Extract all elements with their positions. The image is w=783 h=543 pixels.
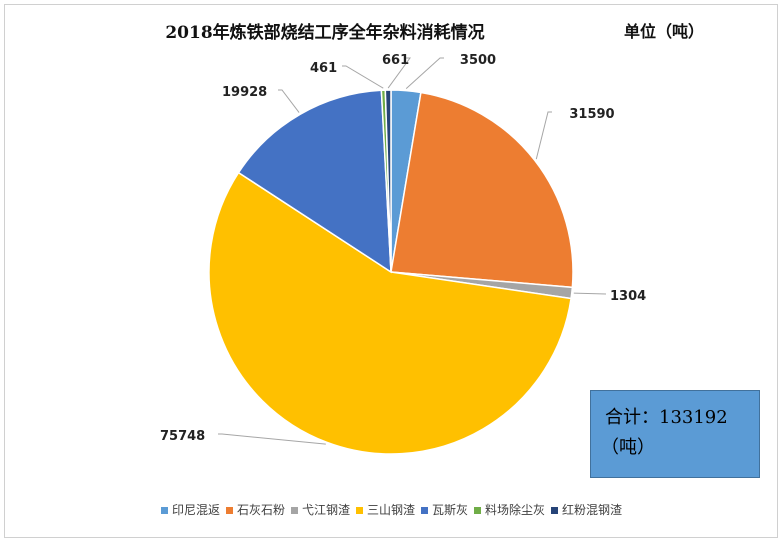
data-label-1: 3500	[460, 53, 496, 68]
legend-swatch-4	[355, 507, 363, 514]
total-box: 合计：133192 （吨）	[590, 390, 760, 478]
data-label-3: 1304	[610, 289, 646, 304]
pie-slice-5	[237, 89, 392, 274]
leader-line-6	[342, 65, 384, 89]
legend-item-2: 石灰石粉	[225, 501, 285, 518]
data-label-5: 19928	[222, 85, 267, 100]
leader-line-7	[387, 57, 411, 89]
legend-swatch-5	[421, 507, 428, 514]
pie-slice-7	[384, 89, 392, 273]
legend-label-5: 瓦斯灰	[432, 503, 469, 517]
data-label-4: 75748	[160, 429, 205, 444]
legend-item-1: 印尼混返	[160, 501, 220, 518]
legend-swatch-1	[160, 507, 168, 514]
data-label-7: 661	[382, 53, 409, 68]
chart-title: 2018年炼铁部烧结工序全年杂料消耗情况	[165, 23, 485, 43]
legend-label-3: 弋江钢渣	[301, 503, 350, 517]
leader-line-2	[535, 111, 552, 160]
legend-swatch-6	[474, 507, 482, 514]
legend-swatch-7	[551, 507, 559, 514]
legend-item-6: 料场除尘灰	[474, 501, 545, 518]
legend: 印尼混返 石灰石粉 弋江钢渣 三山钢渣 瓦斯灰 料场除尘灰 红粉混钢渣	[0, 501, 783, 518]
pie-slice-2	[390, 91, 574, 289]
legend-label-7: 红粉混钢渣	[562, 503, 623, 517]
total-value: 合计：133192	[605, 407, 728, 428]
unit-label: 单位（吨）	[624, 22, 705, 41]
legend-item-7: 红粉混钢渣	[551, 501, 622, 518]
total-unit: （吨）	[601, 437, 655, 458]
legend-swatch-2	[225, 507, 233, 514]
leader-line-1	[405, 57, 444, 89]
leader-line-4	[218, 433, 326, 445]
legend-label-2: 石灰石粉	[236, 503, 285, 517]
legend-label-1: 印尼混返	[171, 503, 220, 517]
data-label-2: 31590	[569, 107, 614, 122]
leader-line-3	[573, 292, 607, 295]
pie-slice-4	[208, 171, 572, 455]
data-label-6: 461	[310, 61, 337, 76]
legend-label-4: 三山钢渣	[366, 503, 415, 517]
leader-line-5	[278, 89, 300, 113]
legend-item-4: 三山钢渣	[355, 501, 415, 518]
legend-swatch-3	[290, 507, 298, 514]
legend-label-6: 料场除尘灰	[485, 503, 546, 517]
legend-item-5: 瓦斯灰	[421, 501, 468, 518]
legend-item-3: 弋江钢渣	[290, 501, 350, 518]
